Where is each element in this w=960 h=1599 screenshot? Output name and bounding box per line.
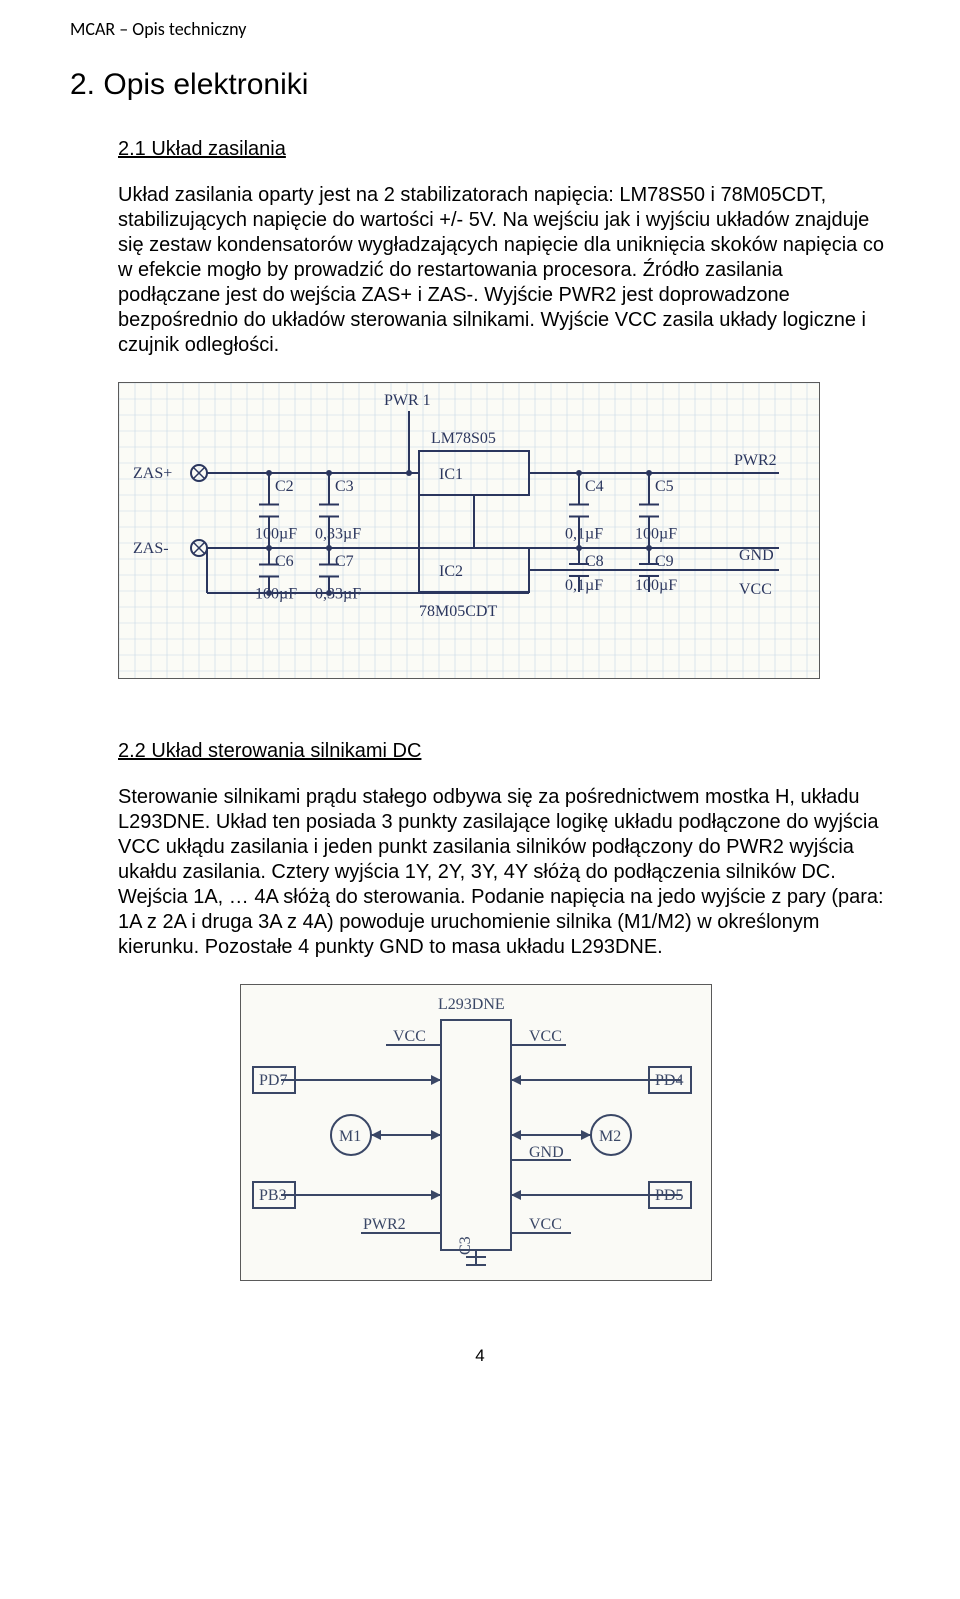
svg-text:C3: C3 bbox=[335, 478, 354, 495]
subsection-1-title: 2.1 Układ zasilania bbox=[118, 138, 890, 161]
svg-text:VCC: VCC bbox=[529, 1216, 562, 1233]
svg-text:GND: GND bbox=[529, 1144, 564, 1161]
schematic-1-svg: ZAS+ ZAS- PWR 1 IC1 LM78S05 PWR2 IC2 78M05CDT GN… bbox=[119, 383, 819, 678]
svg-text:LM78S05: LM78S05 bbox=[431, 430, 496, 447]
schematic-2-figure: L293DNE VCC PD7 M1 PB3 PWR2 C3 VCC PD4 M2 GND PD5 VC… bbox=[240, 984, 890, 1286]
svg-text:ZAS+: ZAS+ bbox=[133, 465, 172, 482]
svg-text:0,33µF: 0,33µF bbox=[315, 526, 361, 543]
svg-text:C3: C3 bbox=[457, 1236, 474, 1255]
svg-text:PD5: PD5 bbox=[655, 1187, 683, 1204]
svg-text:IC1: IC1 bbox=[439, 466, 463, 483]
svg-text:PB3: PB3 bbox=[259, 1187, 287, 1204]
svg-text:100µF: 100µF bbox=[635, 526, 677, 543]
svg-text:C8: C8 bbox=[585, 553, 604, 570]
svg-text:C5: C5 bbox=[655, 478, 674, 495]
svg-text:PD7: PD7 bbox=[259, 1072, 287, 1089]
svg-text:PWR2: PWR2 bbox=[363, 1216, 406, 1233]
svg-text:C9: C9 bbox=[655, 553, 674, 570]
svg-text:M2: M2 bbox=[599, 1128, 621, 1145]
svg-text:PWR2: PWR2 bbox=[734, 452, 777, 469]
svg-text:C7: C7 bbox=[335, 553, 354, 570]
svg-text:L293DNE: L293DNE bbox=[438, 996, 505, 1013]
svg-text:C6: C6 bbox=[275, 553, 294, 570]
svg-text:PD4: PD4 bbox=[655, 1072, 683, 1089]
svg-text:100µF: 100µF bbox=[255, 526, 297, 543]
svg-text:0,1µF: 0,1µF bbox=[565, 577, 603, 594]
svg-text:ZAS-: ZAS- bbox=[133, 540, 169, 557]
schematic-2-svg: L293DNE VCC PD7 M1 PB3 PWR2 C3 VCC PD4 M2 GND PD5 VC… bbox=[241, 985, 711, 1280]
svg-text:100µF: 100µF bbox=[635, 577, 677, 594]
svg-text:IC2: IC2 bbox=[439, 563, 463, 580]
svg-text:PWR 1: PWR 1 bbox=[384, 392, 431, 409]
subsection-2-body: Sterowanie silnikami prądu stałego odbyw… bbox=[118, 785, 890, 960]
svg-text:M1: M1 bbox=[339, 1128, 361, 1145]
svg-text:0,1µF: 0,1µF bbox=[565, 526, 603, 543]
svg-text:VCC: VCC bbox=[393, 1028, 426, 1045]
section-title: 2. Opis elektroniki bbox=[70, 68, 890, 102]
schematic-1-figure: ZAS+ ZAS- PWR 1 IC1 LM78S05 PWR2 IC2 78M05CDT GN… bbox=[118, 382, 890, 684]
svg-text:GND: GND bbox=[739, 547, 774, 564]
svg-text:VCC: VCC bbox=[529, 1028, 562, 1045]
svg-text:78M05CDT: 78M05CDT bbox=[419, 603, 497, 620]
subsection-1-body: Układ zasilania oparty jest na 2 stabili… bbox=[118, 183, 890, 358]
svg-text:VCC: VCC bbox=[739, 581, 772, 598]
svg-text:C4: C4 bbox=[585, 478, 604, 495]
page-number: 4 bbox=[70, 1346, 890, 1366]
page-header: MCAR – Opis techniczny bbox=[70, 18, 890, 40]
subsection-2-title: 2.2 Układ sterowania silnikami DC bbox=[118, 740, 890, 763]
svg-text:C2: C2 bbox=[275, 478, 294, 495]
